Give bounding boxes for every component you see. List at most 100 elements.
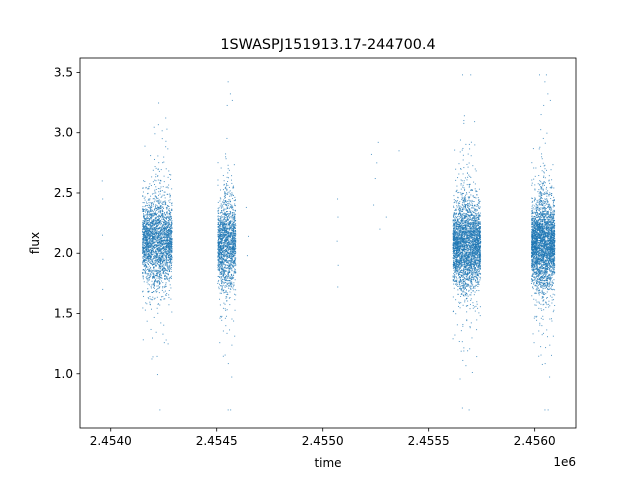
data-point [159,246,161,248]
data-point [222,263,224,265]
data-point [232,274,234,276]
data-point [149,231,151,233]
data-point [222,275,224,277]
data-point [221,217,223,219]
data-point [164,290,166,292]
data-point [221,221,223,223]
data-point [153,221,155,223]
data-point [228,223,230,225]
data-point [149,232,151,234]
data-point [162,231,164,233]
data-point [456,217,458,219]
data-point [225,255,227,257]
data-point [147,205,149,207]
data-point [145,242,147,244]
data-point [161,130,163,132]
data-point [149,235,151,237]
data-point [142,231,144,233]
data-point [155,279,157,281]
data-point [160,234,162,236]
data-point [158,194,159,196]
data-point [161,277,163,279]
data-point [235,230,237,232]
data-point [229,304,231,306]
data-point [231,237,233,239]
data-point [465,278,467,280]
data-point [146,222,148,224]
data-point [232,248,234,250]
data-point [142,272,144,274]
data-point [148,233,150,235]
data-point [163,249,165,251]
data-point [163,324,165,326]
data-point [156,225,158,227]
data-point [234,204,236,206]
data-point [468,199,470,201]
data-point [219,219,221,221]
data-point [148,244,150,246]
data-point [223,289,225,291]
data-point [232,216,234,218]
data-point [147,253,149,255]
data-point [143,254,145,256]
data-point [165,234,167,236]
data-point [155,206,157,208]
data-point [165,240,167,242]
data-point [164,201,166,203]
data-point [233,230,235,232]
data-point [232,185,234,187]
data-point [226,216,228,218]
data-point [144,226,146,228]
data-point [161,233,163,235]
data-point [167,273,169,275]
data-point [156,237,158,239]
data-point [150,226,152,228]
data-point [153,219,155,221]
data-point [223,230,225,232]
data-point [227,177,229,179]
data-point [477,268,479,270]
data-point [224,191,226,193]
data-point [229,329,231,331]
data-point [148,227,150,229]
data-point [155,223,157,225]
data-point [142,246,144,248]
data-point [219,233,221,235]
data-point [226,219,228,221]
data-point [230,206,232,208]
data-point [226,264,228,266]
data-point [169,257,171,259]
data-point [153,236,155,238]
data-point [162,203,164,205]
data-point [165,269,167,271]
data-point [229,291,231,293]
data-point [231,278,233,280]
data-point [224,266,226,268]
data-point [221,262,223,264]
data-point [154,214,156,216]
data-point [161,211,163,213]
data-point [153,284,155,286]
data-point [221,256,223,258]
data-point [148,246,150,248]
data-point [142,339,144,341]
data-point [222,330,224,332]
data-point [160,274,162,276]
data-point [234,250,236,252]
data-point [147,243,149,245]
data-point [224,203,226,205]
data-point [166,273,168,275]
data-point [146,248,148,250]
data-point [165,282,167,284]
data-point [147,188,149,190]
data-point [224,191,226,193]
data-point [142,238,144,240]
data-point [162,215,164,217]
data-point [157,249,159,251]
data-point [221,263,223,265]
data-point [169,234,171,236]
data-point [220,206,222,208]
data-point [221,204,223,206]
data-point [164,278,166,280]
data-point [226,261,228,263]
